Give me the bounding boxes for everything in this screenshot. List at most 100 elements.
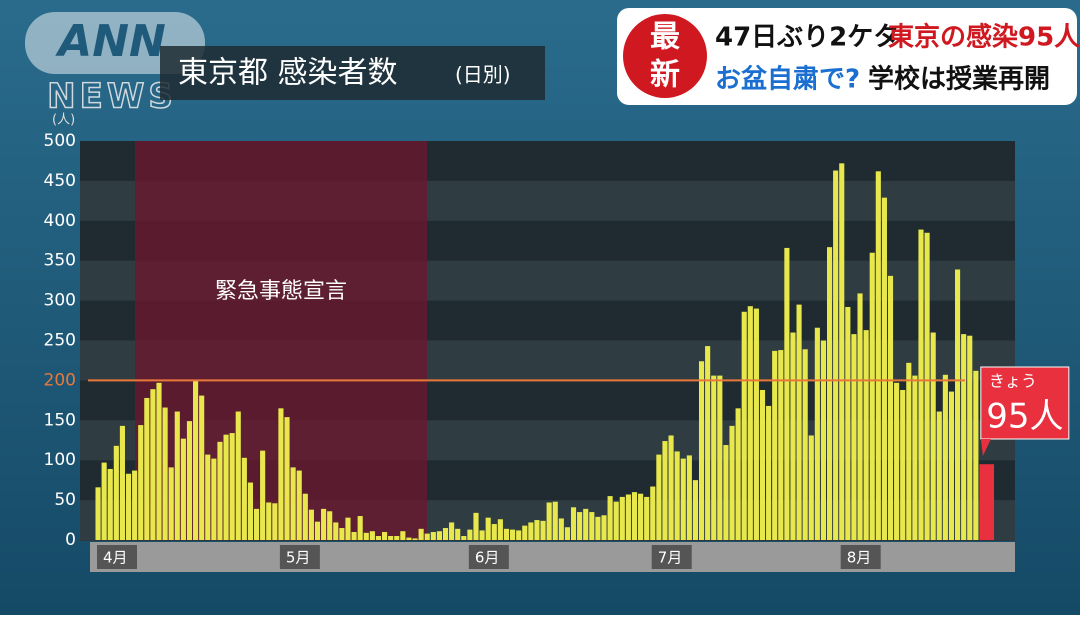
bar xyxy=(357,516,363,540)
bar xyxy=(351,532,357,540)
bar xyxy=(101,462,107,540)
y-tick-label: 500 xyxy=(44,131,76,151)
bar xyxy=(820,340,827,540)
x-tick-label: 7月 xyxy=(658,549,683,567)
bar xyxy=(363,532,369,540)
bar xyxy=(692,480,699,540)
bar xyxy=(662,441,668,540)
x-label-box xyxy=(97,545,137,569)
bar xyxy=(778,350,784,540)
headline-text: お盆自粛で? xyxy=(715,64,860,95)
x-tick-label: 4月 xyxy=(103,549,128,567)
bar xyxy=(613,501,619,540)
logo-top: ANN xyxy=(55,16,166,67)
bar xyxy=(741,311,747,540)
bar xyxy=(199,395,205,540)
bar xyxy=(132,470,138,540)
bar xyxy=(186,421,193,540)
bar xyxy=(302,493,308,540)
bar xyxy=(235,411,241,540)
bar xyxy=(668,435,674,540)
bar xyxy=(796,304,802,540)
y-tick-label: 450 xyxy=(44,171,76,191)
bar xyxy=(967,335,973,540)
bar xyxy=(729,425,735,540)
y-axis-label: (人) xyxy=(52,113,75,128)
y-tick-label: 400 xyxy=(44,211,76,231)
bar xyxy=(802,349,808,540)
x-label-box xyxy=(840,545,881,569)
bar xyxy=(759,389,766,540)
bar xyxy=(333,522,339,540)
bar xyxy=(650,486,656,540)
bar xyxy=(375,536,382,540)
bar xyxy=(790,332,796,540)
x-tick-label: 5月 xyxy=(286,549,311,567)
bar xyxy=(296,470,302,540)
bar xyxy=(430,532,436,540)
bar xyxy=(467,529,473,540)
bar xyxy=(260,450,266,540)
bar xyxy=(814,327,820,540)
bar xyxy=(595,516,601,540)
bar xyxy=(607,496,613,540)
bar xyxy=(516,530,522,540)
bar xyxy=(369,531,375,540)
bar xyxy=(644,496,650,540)
badge xyxy=(623,14,707,98)
bar xyxy=(321,508,327,540)
bar xyxy=(412,538,418,540)
bar xyxy=(503,528,510,540)
bar xyxy=(577,512,583,540)
bar xyxy=(601,515,607,540)
title-bg xyxy=(160,46,545,100)
bar xyxy=(851,334,857,540)
callout-pointer xyxy=(980,439,991,456)
bar xyxy=(278,408,284,540)
bar xyxy=(522,525,528,540)
bar xyxy=(900,389,906,540)
bar xyxy=(345,517,351,540)
bar xyxy=(723,445,729,540)
bar xyxy=(784,247,790,540)
badge-text: 新 xyxy=(650,58,680,93)
chart-title: 東京都 感染者数 xyxy=(178,56,398,91)
y-tick-label: 250 xyxy=(44,331,76,351)
logo-bottom: NEWS xyxy=(47,77,177,117)
bar xyxy=(918,229,924,540)
bar xyxy=(845,306,851,540)
bar xyxy=(961,334,967,540)
x-label-box xyxy=(468,545,509,569)
bar xyxy=(174,411,180,540)
bar xyxy=(107,468,113,540)
bar xyxy=(698,361,705,540)
bar xyxy=(473,512,479,540)
bar xyxy=(656,454,662,540)
bar xyxy=(583,508,589,540)
y-tick-label: 0 xyxy=(65,530,76,550)
bar xyxy=(589,512,595,540)
chart-subtitle: (日別) xyxy=(455,63,511,87)
bar xyxy=(887,275,894,540)
bar xyxy=(674,451,680,540)
bar xyxy=(528,522,534,540)
bar xyxy=(680,458,686,540)
bar xyxy=(125,473,132,540)
bar xyxy=(863,330,869,540)
bar xyxy=(308,509,314,540)
bar xyxy=(424,533,430,540)
bar xyxy=(223,434,229,540)
bar xyxy=(558,518,564,540)
bar xyxy=(479,530,485,540)
headline-text: 47日ぶり2ケタ xyxy=(715,23,899,53)
bar xyxy=(924,232,930,540)
bar xyxy=(534,520,540,540)
bar xyxy=(406,537,412,540)
bar xyxy=(253,508,260,540)
bar xyxy=(942,374,948,540)
x-tick-label: 8月 xyxy=(847,549,872,567)
bar xyxy=(979,464,995,540)
bar xyxy=(833,170,839,540)
bar xyxy=(906,362,912,540)
